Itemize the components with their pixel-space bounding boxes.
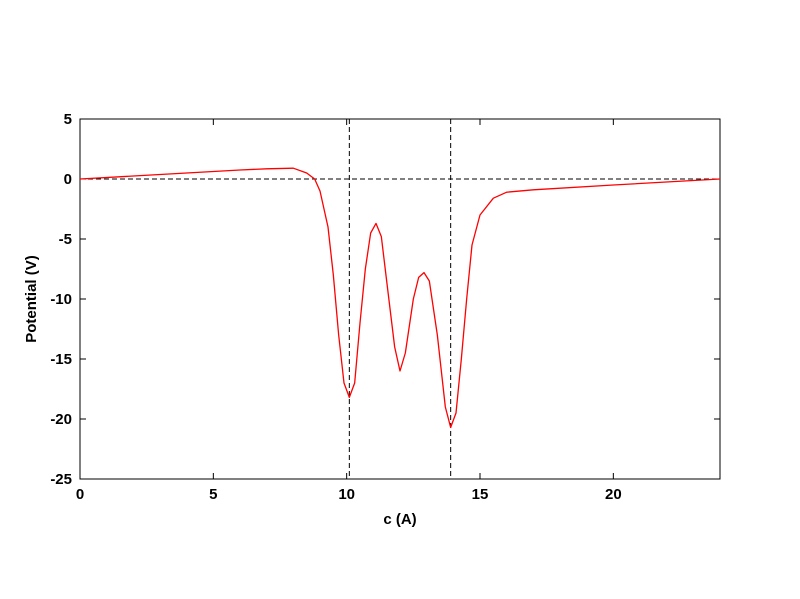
- x-axis-label: c (A): [383, 511, 416, 528]
- y-axis-label: Potential (V): [23, 255, 40, 343]
- x-tick-label: 15: [472, 486, 489, 503]
- x-tick-label: 10: [338, 486, 355, 503]
- x-tick-label: 20: [605, 486, 622, 503]
- x-tick-label: 0: [76, 486, 84, 503]
- y-tick-label: -5: [59, 231, 72, 248]
- y-tick-label: -20: [50, 411, 72, 428]
- y-tick-label: 5: [64, 111, 72, 128]
- y-tick-label: -25: [50, 471, 72, 488]
- y-tick-label: -15: [50, 351, 72, 368]
- y-tick-label: 0: [64, 171, 72, 188]
- y-tick-label: -10: [50, 291, 72, 308]
- x-tick-label: 5: [209, 486, 217, 503]
- data-line: [79, 167, 721, 429]
